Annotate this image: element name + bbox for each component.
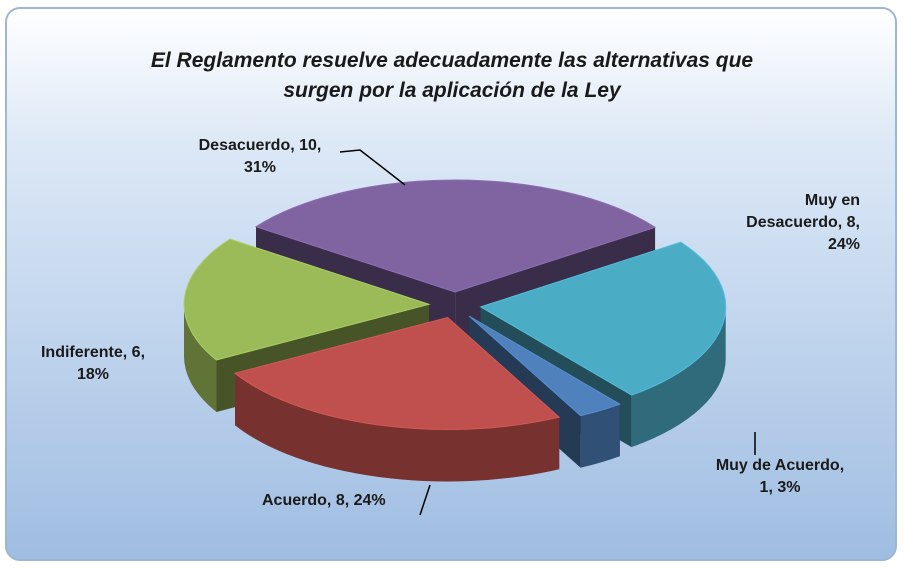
leader-lines	[339, 149, 756, 516]
slice	[479, 241, 727, 396]
percent-label: 3%	[777, 479, 801, 496]
value-label: 8	[335, 492, 345, 509]
slice-side	[631, 306, 726, 448]
pie	[183, 179, 727, 482]
percent-label: 24%	[827, 236, 860, 253]
leader-line	[419, 484, 431, 516]
data-label: Indiferente, 6, 18%	[40, 344, 146, 383]
data-label: Desacuerdo, 10, 31%	[198, 137, 322, 176]
chart-title: El Reglamento resuelve adecuadamente las…	[150, 49, 754, 102]
data-label: Acuerdo, 8, 24%	[262, 492, 386, 509]
leader-line	[339, 149, 406, 186]
data-label: Muy en Desacuerdo, 8, 24%	[746, 192, 860, 253]
value-label: 1	[759, 479, 769, 496]
value-label: 6	[131, 344, 141, 361]
value-label: 8	[846, 214, 856, 231]
value-label: 10	[299, 137, 317, 154]
slice	[254, 179, 657, 293]
category-label: Muy de Acuerdo	[715, 457, 840, 474]
slice-side	[184, 304, 217, 412]
category-label: Muy en Desacuerdo	[746, 192, 860, 231]
category-label: Acuerdo	[262, 492, 327, 509]
percent-label: 24%	[353, 492, 386, 509]
slice	[233, 316, 561, 431]
category-label: Indiferente	[40, 344, 123, 361]
slice	[183, 238, 431, 361]
slice	[468, 315, 621, 417]
percent-label: 31%	[243, 159, 277, 176]
slice-side	[580, 404, 620, 468]
data-label: Muy de Acuerdo, 1, 3%	[715, 457, 845, 496]
percent-label: 18%	[76, 366, 110, 383]
category-label: Desacuerdo	[198, 137, 291, 154]
